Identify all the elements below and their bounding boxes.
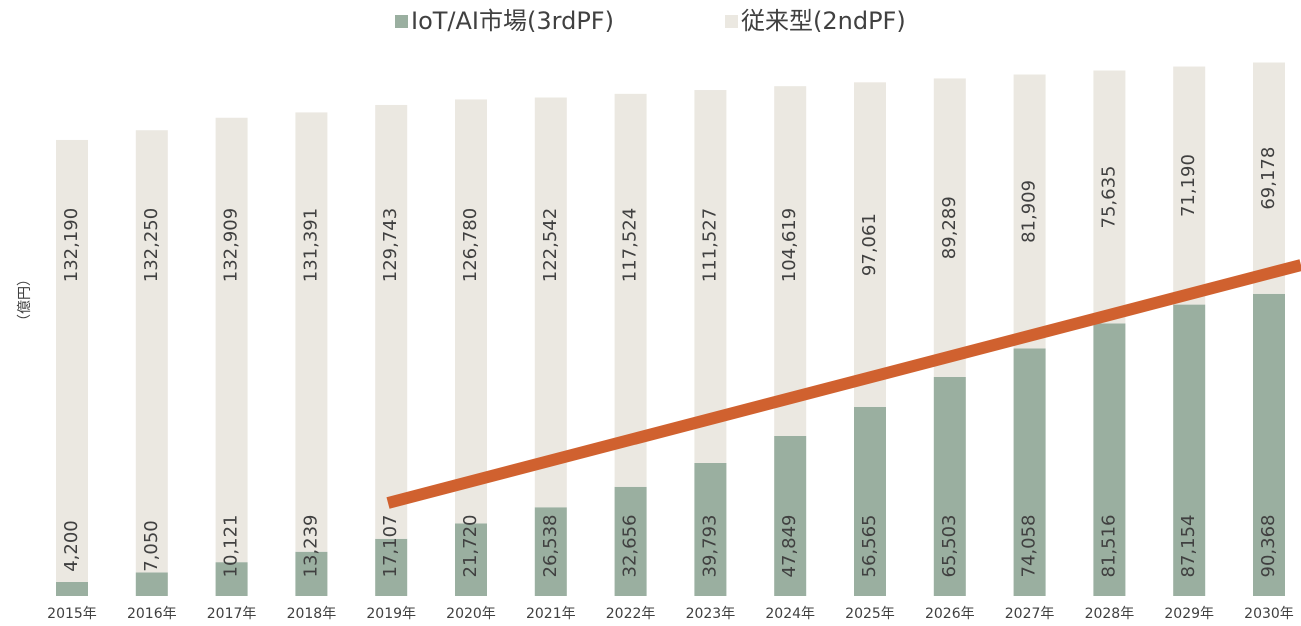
bar-segment — [774, 86, 807, 437]
data-label: 81,516 — [1098, 515, 1119, 578]
data-label: 126,780 — [460, 208, 481, 282]
x-tick-label: 2015年 — [47, 606, 97, 622]
data-label: 32,656 — [620, 515, 641, 578]
data-label: 39,793 — [699, 515, 720, 578]
bar-segment — [56, 139, 88, 582]
bar-segment — [375, 104, 408, 539]
bar-segment — [854, 406, 886, 596]
y-axis-label: （億円） — [17, 272, 33, 328]
bar-segment — [135, 130, 168, 573]
x-tick-label: 2026年 — [925, 606, 975, 622]
bar-segment — [534, 97, 567, 508]
data-label: 56,565 — [859, 515, 880, 578]
x-tick-label: 2024年 — [765, 606, 815, 622]
bar-segment — [1173, 66, 1206, 305]
x-tick-label: 2021年 — [526, 606, 576, 622]
x-tick-label: 2017年 — [207, 606, 257, 622]
x-tick-label: 2023年 — [686, 606, 736, 622]
legend-label: IoT/AI市場(3rdPF) — [411, 7, 614, 35]
x-tick-label: 2030年 — [1244, 606, 1294, 622]
data-label: 74,058 — [1019, 515, 1040, 578]
bar-segment — [295, 551, 328, 596]
data-label: 97,061 — [859, 213, 880, 276]
data-label: 104,619 — [779, 208, 800, 282]
data-label: 111,527 — [699, 208, 720, 282]
bar-segment — [534, 507, 567, 596]
legend-label: 従来型(2ndPF) — [741, 7, 906, 35]
data-label: 26,538 — [540, 515, 561, 578]
data-label: 69,178 — [1258, 147, 1279, 210]
data-label: 17,107 — [380, 515, 401, 578]
bar-segment — [1253, 293, 1285, 596]
x-tick-label: 2025年 — [845, 606, 895, 622]
bar-segment — [933, 376, 966, 596]
x-tick-label: 2016年 — [127, 606, 177, 622]
legend-swatch — [725, 15, 738, 28]
bar-segment — [1093, 323, 1126, 596]
bar-segment — [774, 436, 807, 596]
data-label: 129,743 — [380, 208, 401, 282]
x-tick-label: 2029年 — [1164, 606, 1214, 622]
data-label: 71,190 — [1178, 154, 1199, 217]
bar-segment — [135, 572, 168, 596]
bar-segment — [1013, 348, 1046, 596]
data-label: 10,121 — [221, 515, 242, 578]
data-label: 81,909 — [1019, 180, 1040, 243]
data-label: 131,391 — [300, 208, 321, 282]
bar-segment — [854, 82, 886, 407]
legend-swatch — [395, 15, 408, 28]
data-label: 65,503 — [939, 515, 960, 578]
bar-segment — [694, 90, 727, 463]
x-tick-label: 2020年 — [446, 606, 496, 622]
bar-segment — [614, 486, 647, 596]
data-label: 4,200 — [61, 520, 82, 572]
bar-segment — [375, 538, 408, 596]
bar-segment — [694, 462, 727, 596]
data-label: 132,190 — [61, 208, 82, 282]
bar-segment — [56, 581, 88, 596]
trend-arrow — [386, 259, 1301, 509]
bar-segment — [614, 93, 647, 487]
bar-segment — [455, 99, 487, 524]
bar-segment — [933, 78, 966, 377]
data-label: 89,289 — [939, 196, 960, 259]
data-label: 7,050 — [141, 520, 162, 572]
bar-segment — [455, 523, 487, 596]
data-label: 122,542 — [540, 208, 561, 282]
x-tick-label: 2018年 — [287, 606, 337, 622]
bar-segment — [215, 117, 248, 563]
bar-segment — [215, 562, 248, 596]
bar-segment — [1253, 62, 1285, 294]
data-label: 47,849 — [779, 515, 800, 578]
x-tick-label: 2022年 — [606, 606, 656, 622]
data-label: 21,720 — [460, 515, 481, 578]
data-label: 87,154 — [1178, 515, 1199, 578]
data-label: 132,909 — [221, 208, 242, 282]
data-label: 13,239 — [300, 515, 321, 578]
data-label: 75,635 — [1098, 165, 1119, 228]
data-label: 90,368 — [1258, 515, 1279, 578]
x-tick-label: 2028年 — [1085, 606, 1135, 622]
x-tick-label: 2027年 — [1005, 606, 1055, 622]
x-tick-label: 2019年 — [366, 606, 416, 622]
bar-segment — [1173, 304, 1206, 596]
bar-segment — [1093, 70, 1126, 324]
data-label: 132,250 — [141, 208, 162, 282]
bar-segment — [295, 112, 328, 552]
bar-segment — [1013, 74, 1046, 349]
data-label: 117,524 — [620, 208, 641, 282]
